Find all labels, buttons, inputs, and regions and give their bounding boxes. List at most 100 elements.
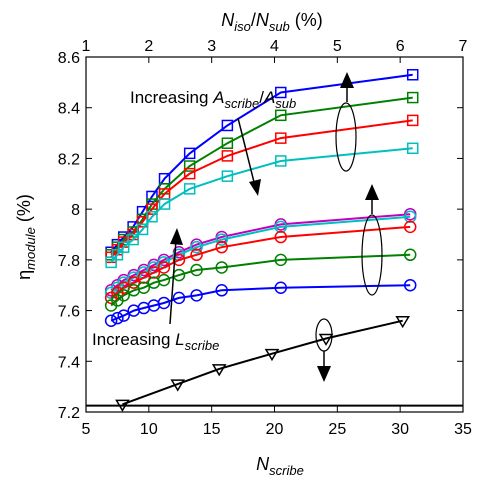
data-point-square [183, 160, 196, 172]
data-point-square [158, 198, 171, 210]
data-point-square [406, 142, 419, 155]
annotation-scribe-ratio: Increasing Ascribe/Asub [130, 88, 296, 111]
x-tick-label: 10 [140, 421, 158, 438]
data-point-circle [190, 263, 203, 277]
data-point-circle [157, 296, 171, 310]
data-point-square [275, 86, 287, 99]
data-point-circle [274, 281, 288, 294]
x-tick-label: 25 [328, 421, 346, 438]
x2-tick-label: 2 [144, 38, 153, 55]
data-point-square [146, 211, 158, 223]
data-point-square [146, 190, 158, 203]
y-tick-label: 7.6 [58, 304, 80, 321]
x2-tick-label: 1 [82, 38, 91, 55]
x2-axis-title: Niso/Nsub (%) [221, 10, 323, 34]
data-point-square [406, 114, 419, 127]
annotation-layer: Increasing Ascribe/Asub Increasing Lscri… [92, 72, 383, 382]
x2-tick-label: 3 [207, 38, 216, 55]
data-point-square [183, 147, 196, 160]
data-point-square [275, 109, 287, 122]
x2-tick-label: 4 [270, 38, 279, 55]
data-point-circle [127, 276, 141, 289]
data-point-square [275, 132, 287, 144]
primary-series-line-5 [122, 319, 403, 406]
data-point-circle [403, 210, 417, 223]
data-point-triangle [264, 348, 280, 362]
data-point-triangle [395, 315, 411, 329]
x2-tick-label: 7 [459, 38, 468, 55]
arrow-down-bottom-head [317, 366, 331, 382]
data-point-circle [403, 220, 417, 234]
data-point-circle [104, 314, 118, 327]
data-point-circle [215, 240, 228, 254]
group-ellipse-top [335, 102, 357, 172]
arrow-lscribe-head [170, 228, 183, 245]
data-point-square [183, 183, 196, 195]
data-point-circle [215, 261, 228, 274]
arrow-scribe-ratio-shaft [237, 117, 255, 183]
data-point-circle [157, 273, 171, 287]
x-axis-title: Nscribe [256, 454, 304, 478]
axes-layer: 5 10 15 20 25 30 35 1 2 3 4 5 6 7 7.2 7.4 7.6 7.8 8 8.2 8.4 8… [58, 38, 472, 438]
y-axis-title: ηmodule (%) [14, 194, 38, 280]
data-point-square [221, 119, 234, 132]
data-point-circle [190, 289, 203, 302]
x-tick-label: 20 [266, 421, 284, 438]
data-point-square [117, 241, 130, 253]
group-ellipse-middle [361, 214, 383, 296]
data-point-circle [157, 261, 171, 274]
y-tick-label: 8.2 [58, 151, 80, 168]
data-point-square [221, 170, 234, 182]
data-point-circle [215, 284, 228, 297]
data-point-square [146, 203, 158, 215]
data-point-square [127, 233, 139, 246]
data-point-circle [137, 281, 151, 294]
y-tick-label: 8.6 [58, 50, 80, 67]
primary-series-line-4 [110, 284, 411, 322]
data-point-circle [117, 289, 130, 302]
data-point-circle [215, 233, 228, 246]
data-point-circle [274, 253, 288, 267]
data-point-circle [190, 248, 203, 262]
data-point-triangle [211, 364, 227, 377]
data-point-circle [147, 266, 161, 279]
data-point-square [221, 150, 234, 162]
arrow-lscribe-shaft [169, 239, 177, 325]
x2-tick-label: 5 [333, 38, 342, 55]
data-point-circle [172, 291, 186, 305]
data-point-square [183, 167, 196, 180]
data-point-circle [172, 253, 186, 267]
y-tick-label: 7.2 [58, 405, 80, 422]
data-point-circle [403, 248, 417, 262]
data-point-circle [274, 220, 288, 234]
data-point-circle [137, 271, 151, 284]
y-tick-label: 7.4 [58, 354, 80, 371]
y-tick-label: 8 [71, 202, 80, 219]
data-point-circle [274, 230, 288, 244]
data-point-circle [403, 278, 417, 292]
data-point-square [221, 137, 234, 149]
data-point-square [406, 69, 419, 81]
data-point-circle [111, 311, 124, 325]
x-tick-label: 30 [391, 421, 409, 438]
data-point-square [136, 223, 149, 236]
y-tick-label: 7.8 [58, 253, 80, 270]
data-point-square [275, 155, 287, 167]
y-tick-label: 8.4 [58, 101, 80, 118]
data-point-circle [117, 309, 130, 322]
data-point-square [105, 256, 117, 269]
annotation-lscribe: Increasing Lscribe [92, 330, 219, 353]
arrow-scribe-ratio-head [249, 179, 261, 196]
data-point-triangle [115, 399, 130, 412]
x-tick-label: 35 [454, 421, 472, 438]
x-tick-label: 15 [203, 421, 221, 438]
series-layer [104, 69, 419, 412]
x2-tick-label: 6 [396, 38, 405, 55]
data-point-square [111, 249, 124, 261]
data-point-circle [190, 240, 203, 254]
x-tick-label: 5 [82, 421, 91, 438]
data-point-triangle [170, 379, 186, 392]
data-point-square [406, 91, 419, 104]
arrow-up-top-head [340, 72, 354, 88]
